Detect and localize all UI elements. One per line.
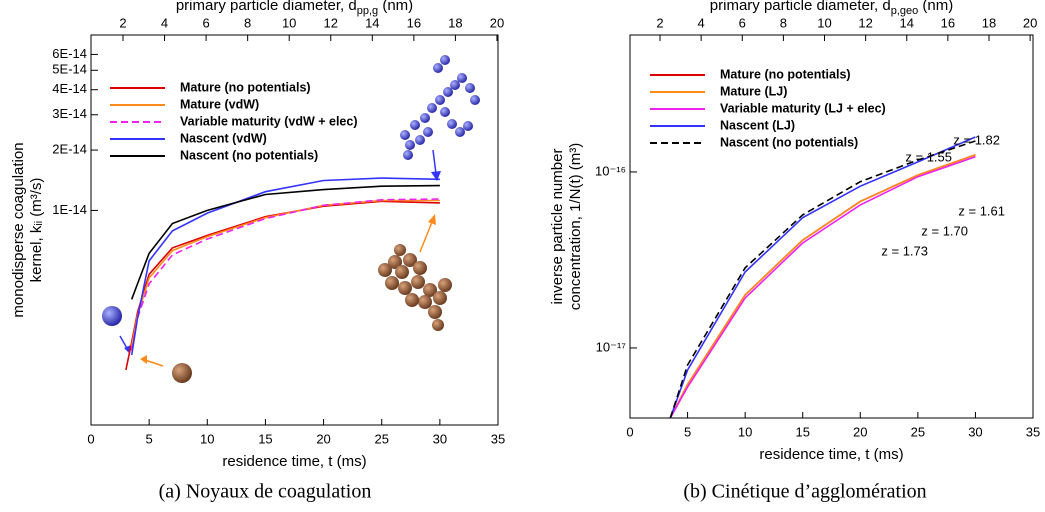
- x-axis-label: residence time, t (ms): [222, 453, 366, 470]
- x2-axis-label-part: primary particle diameter, d: [176, 0, 357, 14]
- x2-axis-label: primary particle diameter, dpp,g (nm): [176, 0, 413, 17]
- y-tick-label: 6E-14: [52, 46, 87, 61]
- legend-label: Mature (no potentials): [180, 80, 311, 94]
- x2-tick-label: 12: [324, 15, 338, 30]
- legend-label: Mature (vdW): [180, 97, 259, 111]
- y-tick-label: 10⁻¹⁶: [595, 163, 626, 178]
- x2-tick-label: 16: [941, 15, 955, 30]
- x2-tick-label: 14: [365, 15, 379, 30]
- x2-tick-label: 12: [858, 15, 872, 30]
- x2-tick-label: 8: [244, 15, 251, 30]
- legend-label: Nascent (no potentials): [720, 135, 858, 149]
- x-tick-label: 10: [738, 424, 752, 439]
- y-axis-label: kernel, kᵢᵢ (m³/s): [28, 178, 45, 283]
- x-tick-label: 20: [316, 431, 330, 446]
- y-tick-label: 1E-14: [52, 202, 87, 217]
- x2-axis-label-part: primary particle diameter, d: [710, 0, 891, 14]
- x2-tick-label: 6: [739, 15, 746, 30]
- plot-frame: [629, 34, 1034, 419]
- legend-label: Variable maturity (LJ + elec): [720, 101, 886, 115]
- x-tick-label: 35: [1026, 424, 1040, 439]
- x2-tick-label: 4: [698, 15, 705, 30]
- annotation: z = 1.70: [921, 223, 968, 238]
- x-tick-label: 15: [795, 424, 809, 439]
- x2-axis-label-part: (nm): [378, 0, 413, 14]
- x-tick-label: 5: [684, 424, 691, 439]
- x2-tick-label: 14: [900, 15, 914, 30]
- x2-tick-label: 4: [161, 15, 168, 30]
- x-tick-label: 0: [87, 431, 94, 446]
- series-line: [669, 154, 976, 419]
- x-tick-label: 30: [968, 424, 982, 439]
- y-tick-label: 3E-14: [52, 106, 87, 121]
- annotation: z = 1.61: [958, 203, 1005, 218]
- y-tick-label: 10⁻¹⁷: [596, 339, 627, 354]
- series-line: [669, 156, 976, 419]
- series-line: [130, 184, 440, 300]
- x2-tick-label: 18: [448, 15, 462, 30]
- series-line: [669, 136, 976, 419]
- x2-tick-label: 18: [982, 15, 996, 30]
- legend-label: Nascent (LJ): [720, 118, 795, 132]
- annotation: z = 1.73: [881, 243, 928, 258]
- caption: (a) Noyaux de coagulation: [159, 481, 372, 503]
- x2-tick-label: 10: [282, 15, 296, 30]
- x2-tick-label: 8: [780, 15, 787, 30]
- x-tick-label: 25: [911, 424, 925, 439]
- annotation: z = 1.55: [905, 149, 952, 164]
- y-tick-label: 2E-14: [52, 142, 87, 157]
- x-tick-label: 30: [433, 431, 447, 446]
- x-tick-label: 20: [853, 424, 867, 439]
- x2-axis-label-part: (nm): [918, 0, 953, 14]
- x-tick-label: 5: [146, 431, 153, 446]
- y-axis-label: concentration, 1/N(t) (m³): [567, 143, 584, 311]
- x-tick-label: 25: [374, 431, 388, 446]
- x2-axis-label-part: pp,g: [357, 5, 378, 17]
- x2-axis-label-part: p,geo: [891, 5, 919, 17]
- series-line: [669, 140, 976, 419]
- decorations: [102, 55, 480, 383]
- annotation: z = 1.82: [953, 132, 1000, 147]
- caption: (b) Cinétique d’agglomération: [683, 481, 926, 503]
- legend-label: Nascent (no potentials): [180, 148, 318, 162]
- x-tick-label: 0: [626, 424, 633, 439]
- x2-tick-label: 10: [817, 15, 831, 30]
- x2-tick-label: 20: [490, 15, 504, 30]
- series-line: [130, 199, 440, 347]
- legend-label: Nascent (vdW): [180, 131, 267, 145]
- x2-axis-label: primary particle diameter, dp,geo (nm): [710, 0, 953, 17]
- x-axis-label: residence time, t (ms): [759, 446, 903, 463]
- y-tick-label: 4E-14: [52, 81, 87, 96]
- legend-label: Mature (no potentials): [720, 67, 851, 81]
- x2-tick-label: 20: [1023, 15, 1037, 30]
- x2-tick-label: 16: [407, 15, 421, 30]
- x-tick-label: 35: [491, 431, 505, 446]
- legend-label: Mature (LJ): [720, 84, 787, 98]
- y-tick-label: 5E-14: [52, 62, 87, 77]
- y-axis-label: monodisperse coagulation: [10, 142, 27, 317]
- series-line: [130, 177, 440, 356]
- x-tick-label: 10: [200, 431, 214, 446]
- x-tick-label: 15: [258, 431, 272, 446]
- legend-label: Variable maturity (vdW + elec): [180, 114, 358, 128]
- x2-tick-label: 2: [656, 15, 663, 30]
- y-axis-label: inverse particle number: [549, 149, 566, 305]
- series-line: [669, 154, 976, 419]
- x2-tick-label: 6: [202, 15, 209, 30]
- plot-frame: [90, 34, 499, 426]
- series-line: [130, 198, 440, 351]
- x2-tick-label: 2: [119, 15, 126, 30]
